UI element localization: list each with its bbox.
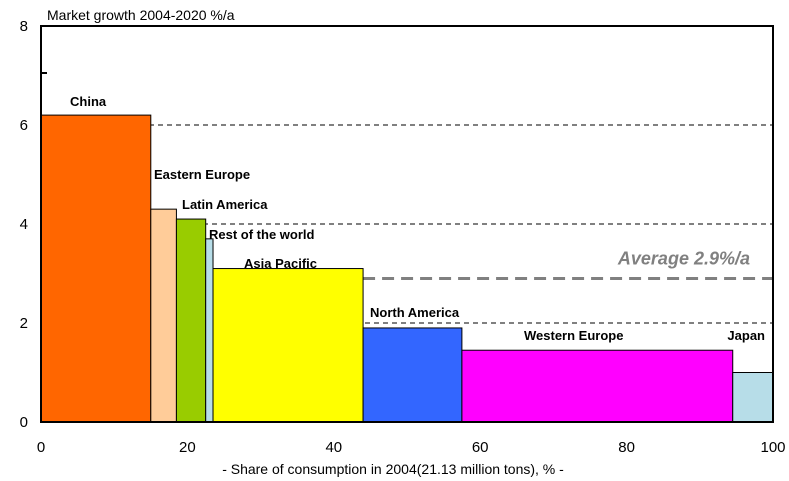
- y-tick-label: 0: [20, 414, 28, 431]
- bar: [212, 268, 364, 423]
- y-axis-ticks: 0 2 4 6 8: [20, 18, 28, 431]
- category-label: Asia Pacific: [244, 256, 317, 271]
- bar: [40, 114, 152, 423]
- bar: [461, 349, 734, 423]
- x-axis-label: - Share of consumption in 2004(21.13 mil…: [222, 461, 564, 477]
- x-tick-label: 80: [618, 439, 635, 456]
- bar: [175, 218, 207, 423]
- chart-title: Market growth 2004-2020 %/a: [47, 7, 235, 23]
- bars: [40, 114, 774, 423]
- y-tick-label: 8: [20, 18, 28, 35]
- x-tick-label: 20: [179, 439, 196, 456]
- category-label: Eastern Europe: [154, 167, 250, 182]
- category-label: Japan: [727, 328, 765, 343]
- category-label: China: [70, 94, 107, 109]
- plot-frame: [40, 25, 774, 423]
- average-label: Average 2.9%/a: [617, 248, 750, 268]
- category-label: North America: [370, 305, 460, 320]
- x-tick-label: 40: [325, 439, 342, 456]
- y-tick-label: 4: [20, 216, 28, 233]
- category-label: Rest of the world: [209, 227, 315, 242]
- category-labels: China Eastern Europe Latin America Rest of …: [70, 94, 765, 343]
- x-tick-label: 0: [37, 439, 45, 456]
- y-tick-label: 2: [20, 315, 28, 332]
- bar: [150, 208, 177, 423]
- bar: [732, 372, 774, 423]
- x-axis-ticks: 0 20 40 60 80 100: [37, 439, 786, 456]
- x-tick-label: 60: [472, 439, 489, 456]
- bar: [205, 238, 214, 423]
- y-tick-label: 6: [20, 117, 28, 134]
- category-label: Western Europe: [524, 328, 623, 343]
- bar: [362, 327, 463, 423]
- category-label: Latin America: [182, 197, 268, 212]
- x-tick-label: 100: [760, 439, 785, 456]
